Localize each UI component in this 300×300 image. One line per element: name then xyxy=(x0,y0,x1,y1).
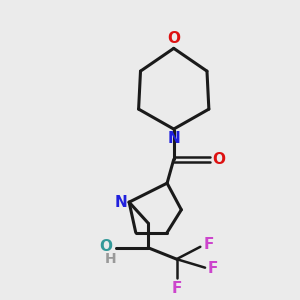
Text: F: F xyxy=(171,281,182,296)
Text: H: H xyxy=(104,253,116,266)
Text: F: F xyxy=(203,237,214,252)
Text: O: O xyxy=(167,32,180,46)
Text: O: O xyxy=(213,152,226,167)
Text: N: N xyxy=(115,195,127,210)
Text: F: F xyxy=(208,261,218,276)
Text: O: O xyxy=(99,239,112,254)
Text: N: N xyxy=(167,131,180,146)
